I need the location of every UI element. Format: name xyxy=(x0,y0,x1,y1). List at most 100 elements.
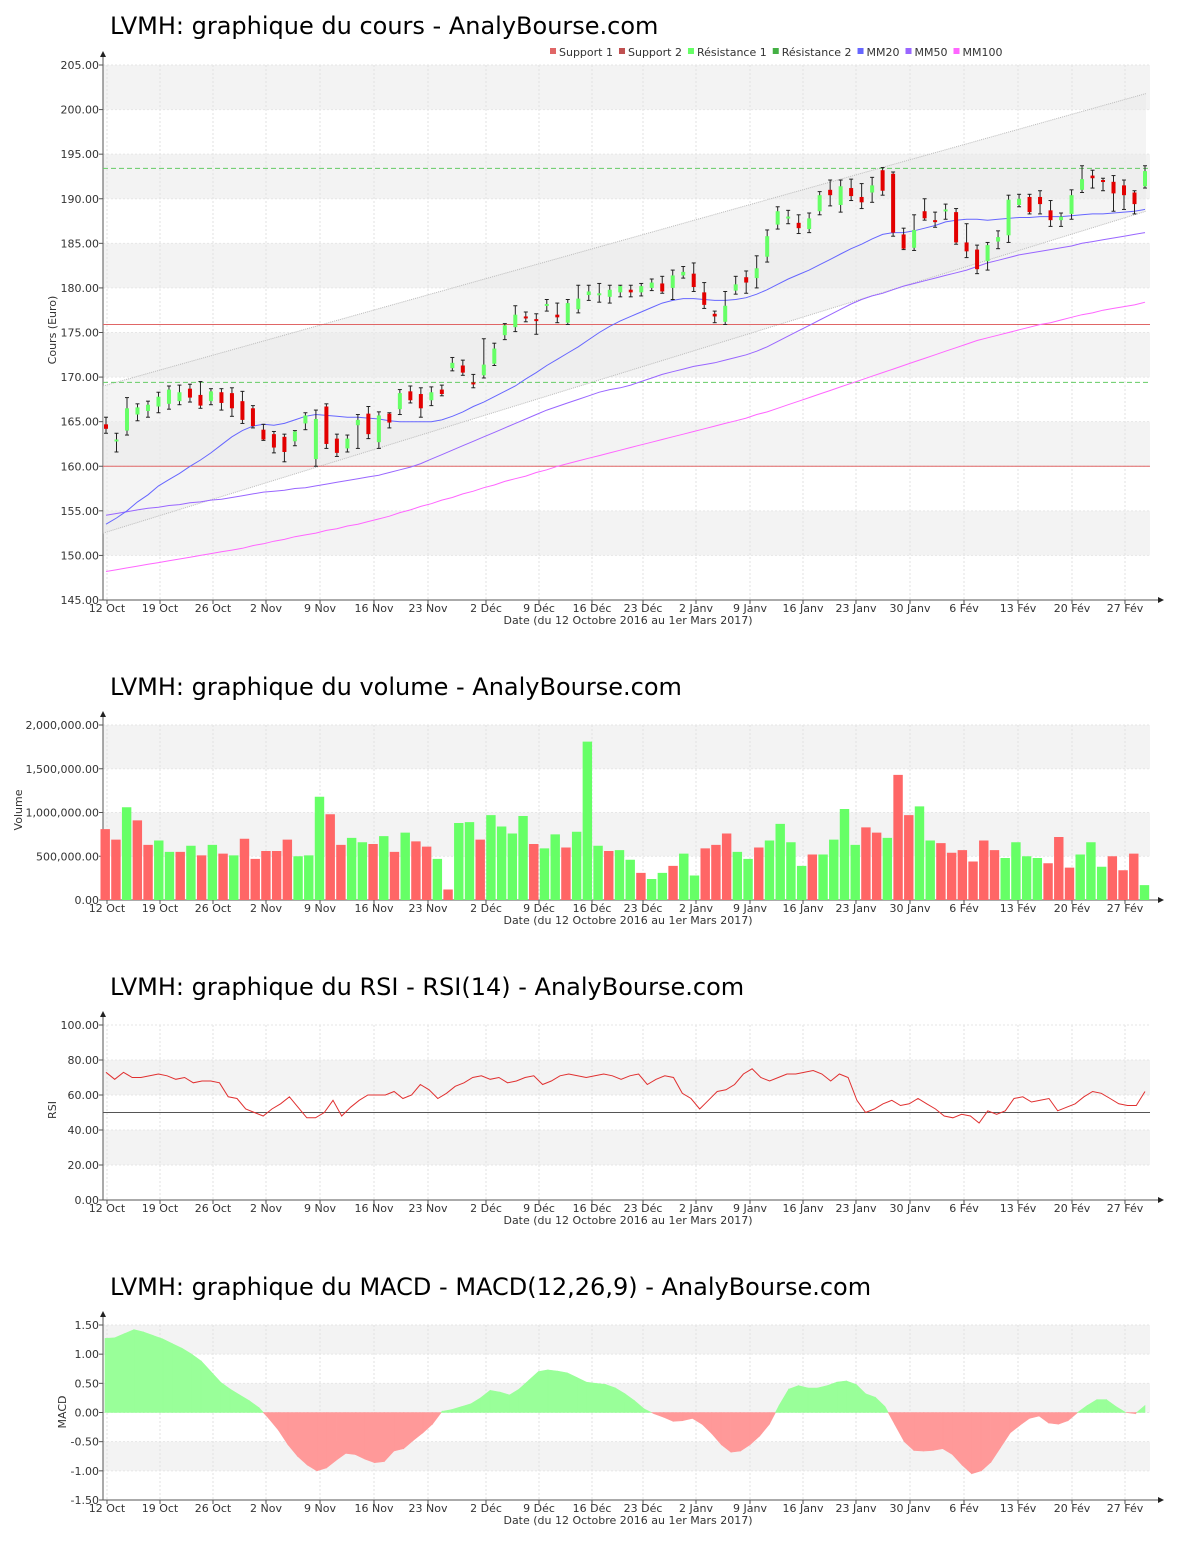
volume-bar xyxy=(593,845,603,900)
x-tick-label: 9 Janv xyxy=(733,1502,767,1515)
macd-area-segment xyxy=(191,1353,202,1413)
x-tick-label: 13 Fév xyxy=(1000,1502,1037,1515)
candle-body xyxy=(471,382,476,385)
volume-bar xyxy=(925,840,935,900)
volume-bar xyxy=(111,839,121,900)
macd-area-segment xyxy=(651,1412,655,1415)
y-tick-label: 145.00 xyxy=(61,594,100,607)
x-axis-arrow xyxy=(1158,597,1164,603)
volume-bar xyxy=(936,843,946,900)
volume-bar xyxy=(454,823,464,900)
macd-area-segment xyxy=(788,1385,799,1413)
x-tick-label: 2 Déc xyxy=(470,1202,502,1215)
volume-bar xyxy=(689,875,700,900)
macd-area-segment xyxy=(268,1412,279,1431)
macd-area-segment xyxy=(826,1381,838,1413)
macd-area-segment xyxy=(364,1412,375,1464)
candle-body xyxy=(964,242,969,252)
candle-body xyxy=(187,388,192,398)
y-tick-label: 205.00 xyxy=(61,59,100,72)
candle-body xyxy=(1006,199,1011,236)
candle-body xyxy=(1017,198,1022,205)
x-tick-label: 23 Nov xyxy=(409,602,448,615)
candle-body xyxy=(177,392,182,402)
macd-area-segment xyxy=(432,1412,442,1426)
macd-area-segment xyxy=(335,1412,347,1461)
grid-band xyxy=(103,725,1150,769)
y-tick-label: 170.00 xyxy=(61,371,100,384)
rsi-xlabel: Date (du 12 Octobre 2016 au 1er Mars 201… xyxy=(503,1214,752,1227)
x-tick-label: 2 Déc xyxy=(470,1502,502,1515)
volume-bar xyxy=(293,856,303,900)
volume-bar xyxy=(979,840,989,900)
macd-area-segment xyxy=(1067,1412,1079,1422)
candle-body xyxy=(166,389,171,404)
volume-bar xyxy=(614,850,625,900)
candle-body xyxy=(429,392,434,401)
candle-body xyxy=(649,282,654,288)
macd-area-segment xyxy=(306,1412,318,1472)
volume-bar xyxy=(368,844,378,900)
macd-area-segment xyxy=(143,1331,154,1413)
candle-body xyxy=(240,401,245,420)
volume-bar xyxy=(379,836,389,900)
volume-bar xyxy=(582,741,593,900)
candle-body xyxy=(1048,210,1053,221)
candle-body xyxy=(439,389,444,395)
candle-body xyxy=(114,439,119,442)
candle-body xyxy=(1059,216,1064,221)
candle-body xyxy=(985,245,990,262)
volume-bar xyxy=(882,837,893,900)
y-tick-label: 190.00 xyxy=(61,193,100,206)
volume-bar xyxy=(861,827,871,900)
macd-area-segment xyxy=(913,1412,924,1452)
macd-area-segment xyxy=(980,1412,992,1472)
x-tick-label: 27 Fév xyxy=(1107,1502,1144,1515)
volume-bar xyxy=(839,809,850,900)
candle-body xyxy=(124,408,129,431)
macd-area-segment xyxy=(1135,1412,1138,1415)
volume-bar xyxy=(1086,842,1096,900)
y-tick-label: 60.00 xyxy=(68,1089,100,1102)
x-tick-label: 20 Fév xyxy=(1054,1202,1091,1215)
volume-bar xyxy=(346,837,357,900)
x-tick-label: 16 Janv xyxy=(783,1502,824,1515)
macd-area-segment xyxy=(586,1381,597,1413)
volume-bar xyxy=(518,816,528,900)
candle-body xyxy=(723,305,728,322)
x-tick-label: 23 Déc xyxy=(624,1202,663,1215)
x-tick-label: 23 Janv xyxy=(836,1202,877,1215)
volume-bar xyxy=(668,865,678,900)
candle-body xyxy=(271,434,276,448)
volume-bar xyxy=(1139,885,1150,900)
volume-bar xyxy=(250,858,260,900)
grid-band xyxy=(103,510,1150,556)
volume-bar xyxy=(475,839,485,900)
x-tick-label: 12 Oct xyxy=(89,1502,126,1515)
legend-label: MM50 xyxy=(915,46,948,59)
y-tick-label: -0.50 xyxy=(71,1436,99,1449)
macd-area-segment xyxy=(133,1329,144,1413)
candle-body xyxy=(1069,195,1074,214)
candle-body xyxy=(1038,196,1043,205)
candle-body xyxy=(313,418,318,460)
candle-body xyxy=(786,216,791,219)
volume-bar xyxy=(957,850,968,900)
volume-bar xyxy=(796,865,807,900)
x-tick-label: 20 Fév xyxy=(1054,602,1091,615)
y-tick-label: 80.00 xyxy=(68,1054,100,1067)
candle-body xyxy=(912,229,917,248)
candle-body xyxy=(702,292,707,305)
candle-body xyxy=(933,220,938,223)
macd-area-segment xyxy=(1058,1412,1069,1425)
macd-xlabel: Date (du 12 Octobre 2016 au 1er Mars 201… xyxy=(503,1514,752,1527)
candle-body xyxy=(397,393,402,410)
macd-area-segment xyxy=(528,1370,539,1413)
macd-area-segment xyxy=(1029,1412,1040,1419)
legend-label: MM100 xyxy=(963,46,1003,59)
candle-body xyxy=(765,236,770,257)
candle-body xyxy=(1143,171,1147,187)
candle-body xyxy=(996,237,1001,242)
y-tick-label: -1.50 xyxy=(71,1494,99,1507)
